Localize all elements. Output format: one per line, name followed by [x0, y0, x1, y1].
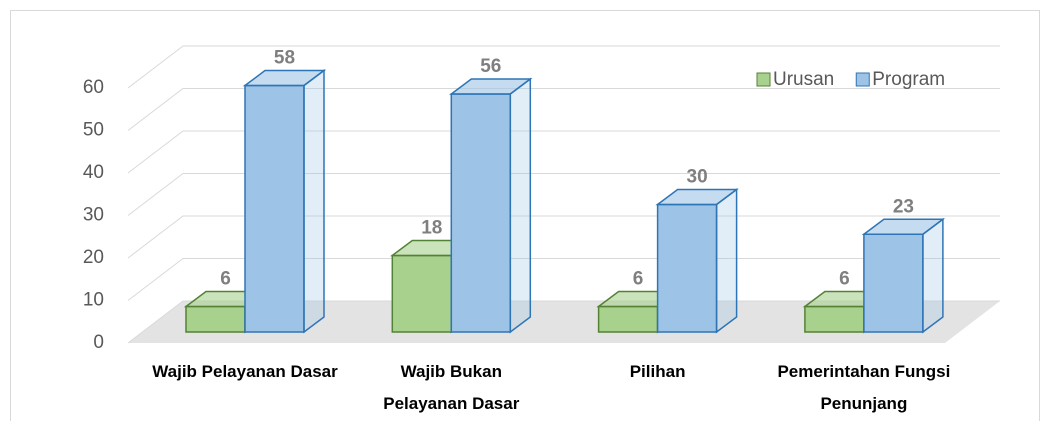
y-tick-label: 50 — [83, 120, 104, 141]
y-tick-label: 10 — [83, 290, 104, 311]
y-tick-label: 20 — [83, 247, 104, 268]
floor — [128, 301, 1000, 343]
bar-side — [509, 77, 532, 334]
bar-front — [391, 254, 453, 333]
bar-front — [244, 84, 305, 333]
data-label: 6 — [633, 269, 644, 290]
data-label: 6 — [220, 269, 231, 290]
data-label: 56 — [480, 56, 501, 77]
data-label: 18 — [421, 218, 442, 239]
grid-line — [127, 88, 1000, 131]
y-tick-label: 0 — [93, 332, 104, 353]
grid-line — [127, 130, 1000, 174]
grid-line — [127, 173, 1000, 216]
legend-label: Urusan — [773, 69, 834, 90]
bar-side — [922, 217, 944, 334]
chart-frame — [10, 10, 1040, 421]
bar-front — [185, 305, 246, 333]
grid-line — [127, 300, 1000, 344]
bar-front — [450, 93, 512, 333]
bar-front — [597, 305, 659, 333]
y-tick-label: 60 — [83, 77, 104, 98]
x-tick-label: Pemerintahan Fungsi Penunjang — [777, 362, 951, 413]
grid-line — [127, 215, 1000, 259]
bar-side — [715, 188, 738, 334]
y-tick-label: 30 — [83, 205, 104, 226]
bar-front — [804, 305, 865, 333]
grid-line — [127, 258, 1000, 301]
x-tick-label: Wajib Pelayanan Dasar — [152, 362, 338, 381]
grid-line — [127, 45, 1000, 89]
x-tick-label: Pilihan — [629, 362, 686, 381]
legend-swatch — [756, 72, 771, 87]
legend-label: Program — [872, 69, 945, 90]
data-label: 23 — [893, 196, 914, 217]
y-tick-label: 40 — [83, 162, 104, 183]
legend-swatch — [855, 72, 870, 87]
x-tick-label: Wajib Bukan Pelayanan Dasar — [383, 362, 520, 413]
bar-front — [656, 203, 718, 333]
bar-front — [863, 233, 924, 333]
bar-side — [303, 69, 325, 334]
data-label: 30 — [687, 167, 708, 188]
data-label: 58 — [274, 48, 295, 69]
data-label: 6 — [839, 269, 850, 290]
